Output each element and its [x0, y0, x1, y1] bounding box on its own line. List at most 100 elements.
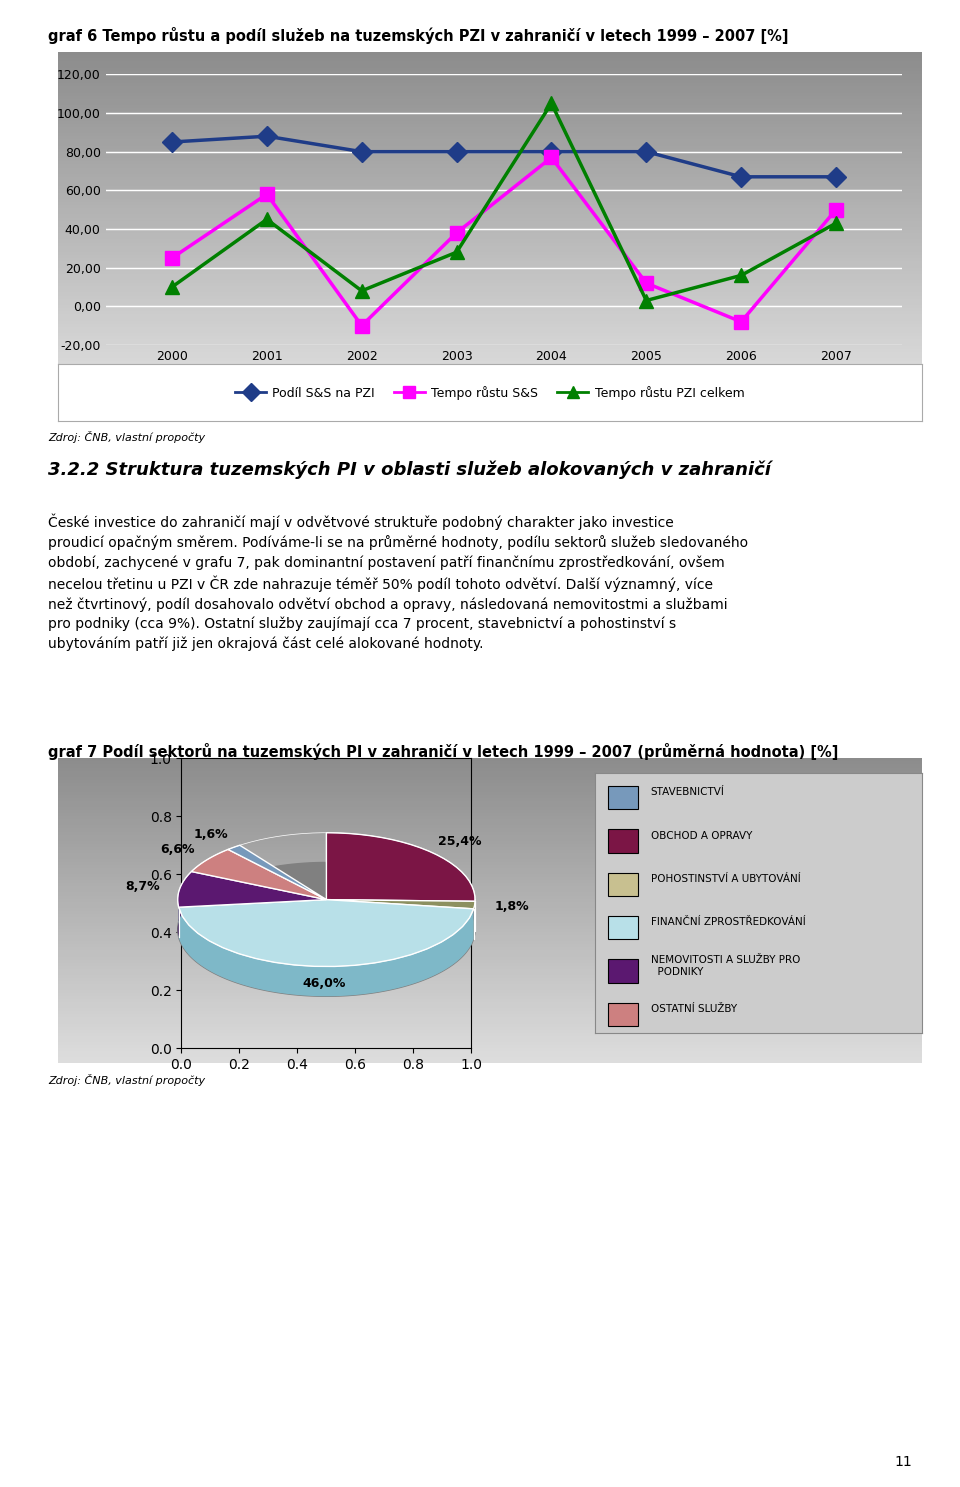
Bar: [58, 158, 922, 162]
Bar: [58, 314, 922, 318]
Tempo růstu S&S: [545, 149, 557, 167]
Bar: [58, 1002, 922, 1005]
Bar: [58, 358, 922, 361]
Text: graf 7 Podíl sektorů na tuzemských PI v zahraničí v letech 1999 – 2007 (průměrná: graf 7 Podíl sektorů na tuzemských PI v …: [48, 744, 838, 760]
Bar: [58, 256, 922, 259]
Bar: [58, 262, 922, 265]
Bar: [58, 193, 922, 196]
Bar: [58, 146, 922, 149]
Tempo růstu S&S: [356, 317, 368, 335]
Bar: [58, 305, 922, 308]
Text: 1,8%: 1,8%: [494, 900, 529, 913]
Bar: [58, 174, 922, 177]
Bar: [58, 785, 922, 788]
Podíl S&S na PZI: [735, 168, 747, 186]
Bar: [58, 271, 922, 274]
Polygon shape: [326, 833, 475, 931]
Bar: [58, 290, 922, 293]
Bar: [58, 74, 922, 77]
Bar: [58, 268, 922, 271]
Bar: [58, 61, 922, 64]
Bar: [58, 345, 922, 349]
Polygon shape: [191, 849, 326, 900]
Text: graf 6 Tempo růstu a podíl služeb na tuzemských PZI v zahraničí v letech 1999 – : graf 6 Tempo růstu a podíl služeb na tuz…: [48, 27, 788, 43]
Line: Podíl S&S na PZI: Podíl S&S na PZI: [165, 129, 843, 184]
Bar: [58, 965, 922, 968]
Bar: [58, 180, 922, 183]
Text: NEMOVITOSTI A SLUŽBY PRO
  PODNIKY: NEMOVITOSTI A SLUŽBY PRO PODNIKY: [651, 955, 800, 977]
Bar: [58, 277, 922, 280]
Text: 25,4%: 25,4%: [438, 834, 481, 848]
Bar: [58, 308, 922, 311]
Bar: [58, 793, 922, 796]
Polygon shape: [179, 900, 473, 967]
Bar: [58, 155, 922, 158]
Bar: [58, 183, 922, 186]
Bar: [58, 941, 922, 944]
Bar: [58, 868, 922, 871]
Bar: [58, 189, 922, 193]
Bar: [58, 813, 922, 816]
Bar: [58, 106, 922, 109]
Bar: [58, 770, 922, 773]
Bar: [58, 327, 922, 330]
Polygon shape: [326, 833, 475, 901]
Bar: [58, 915, 922, 917]
Tempo růstu PZI celkem: [261, 210, 273, 228]
Bar: [58, 302, 922, 305]
Bar: [58, 761, 922, 764]
Bar: [58, 205, 922, 208]
Bar: [58, 880, 922, 883]
Bar: [58, 220, 922, 223]
Bar: [58, 117, 922, 120]
Bar: [58, 804, 922, 807]
Bar: [58, 293, 922, 296]
Bar: [58, 889, 922, 892]
Bar: [58, 58, 922, 61]
Text: 46,0%: 46,0%: [302, 977, 346, 990]
Bar: [58, 874, 922, 877]
Polygon shape: [326, 900, 475, 909]
Bar: [58, 1005, 922, 1008]
Bar: [58, 810, 922, 813]
Bar: [58, 1026, 922, 1029]
Bar: [58, 796, 922, 799]
Bar: [58, 228, 922, 230]
Bar: [58, 1011, 922, 1014]
Polygon shape: [178, 862, 475, 996]
Bar: [58, 171, 922, 174]
Line: Tempo růstu PZI celkem: Tempo růstu PZI celkem: [165, 97, 843, 308]
Bar: [58, 996, 922, 999]
Tempo růstu PZI celkem: [356, 283, 368, 300]
Podíl S&S na PZI: [545, 143, 557, 161]
Bar: [58, 956, 922, 959]
Bar: [58, 807, 922, 810]
Bar: [58, 851, 922, 854]
Bar: [58, 202, 922, 205]
Bar: [58, 152, 922, 155]
Bar: [58, 248, 922, 251]
Bar: [58, 299, 922, 302]
Bar: [58, 149, 922, 152]
Bar: [58, 355, 922, 358]
Bar: [58, 917, 922, 920]
Bar: [58, 239, 922, 242]
Bar: [58, 947, 922, 950]
Bar: [58, 801, 922, 804]
Bar: [58, 764, 922, 767]
Bar: [58, 799, 922, 801]
Tempo růstu S&S: [166, 248, 178, 268]
Bar: [609, 959, 637, 983]
Bar: [58, 311, 922, 314]
Text: Zdroj: ČNB, vlastní propočty: Zdroj: ČNB, vlastní propočty: [48, 1074, 205, 1086]
Bar: [58, 910, 922, 915]
Bar: [58, 1032, 922, 1036]
Bar: [58, 840, 922, 843]
Bar: [58, 883, 922, 886]
Bar: [58, 68, 922, 71]
Bar: [58, 140, 922, 143]
Bar: [58, 1023, 922, 1026]
Bar: [58, 80, 922, 83]
Bar: [58, 1017, 922, 1020]
Text: STAVEBNICTVÍ: STAVEBNICTVÍ: [651, 787, 725, 797]
